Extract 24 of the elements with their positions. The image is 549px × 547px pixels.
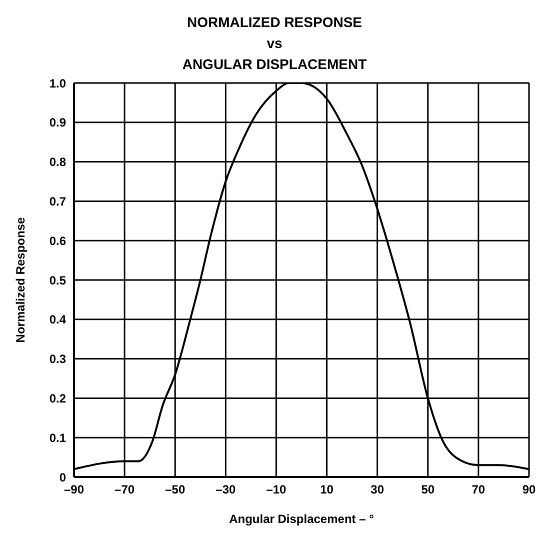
x-tick-label: 70 (472, 482, 486, 497)
chart-title: NORMALIZED RESPONSE vs ANGULAR DISPLACEMENT (181, 13, 368, 74)
x-tick-label: 90 (522, 482, 536, 497)
y-axis-title: Normalized Response (13, 216, 28, 343)
x-tick-label: 10 (320, 482, 334, 497)
y-tick-label: 0.6 (49, 234, 66, 248)
y-tick-label: 0.1 (49, 430, 66, 445)
y-tick-label: 0.4 (49, 312, 66, 327)
y-tick-label: 0.3 (49, 352, 66, 366)
x-tick-label: –70 (114, 482, 135, 497)
y-tick-label: 0.9 (49, 116, 66, 130)
x-tick-label: –90 (64, 482, 84, 497)
y-tick-label: 0 (59, 470, 66, 484)
x-tick-label: –10 (266, 482, 287, 497)
y-tick-label: 1.0 (49, 76, 66, 90)
y-tick-label: 0.8 (49, 155, 66, 170)
y-tick-label: 0.5 (49, 273, 66, 288)
x-tick-label: –30 (216, 482, 236, 497)
y-tick-label: 0.7 (49, 194, 66, 208)
x-axis-title: Angular Displacement – ° (229, 512, 374, 526)
y-tick-label: 0.2 (49, 391, 66, 406)
x-tick-label: 30 (370, 482, 384, 497)
x-tick-label: –50 (165, 482, 186, 497)
x-tick-label: 50 (421, 482, 435, 497)
